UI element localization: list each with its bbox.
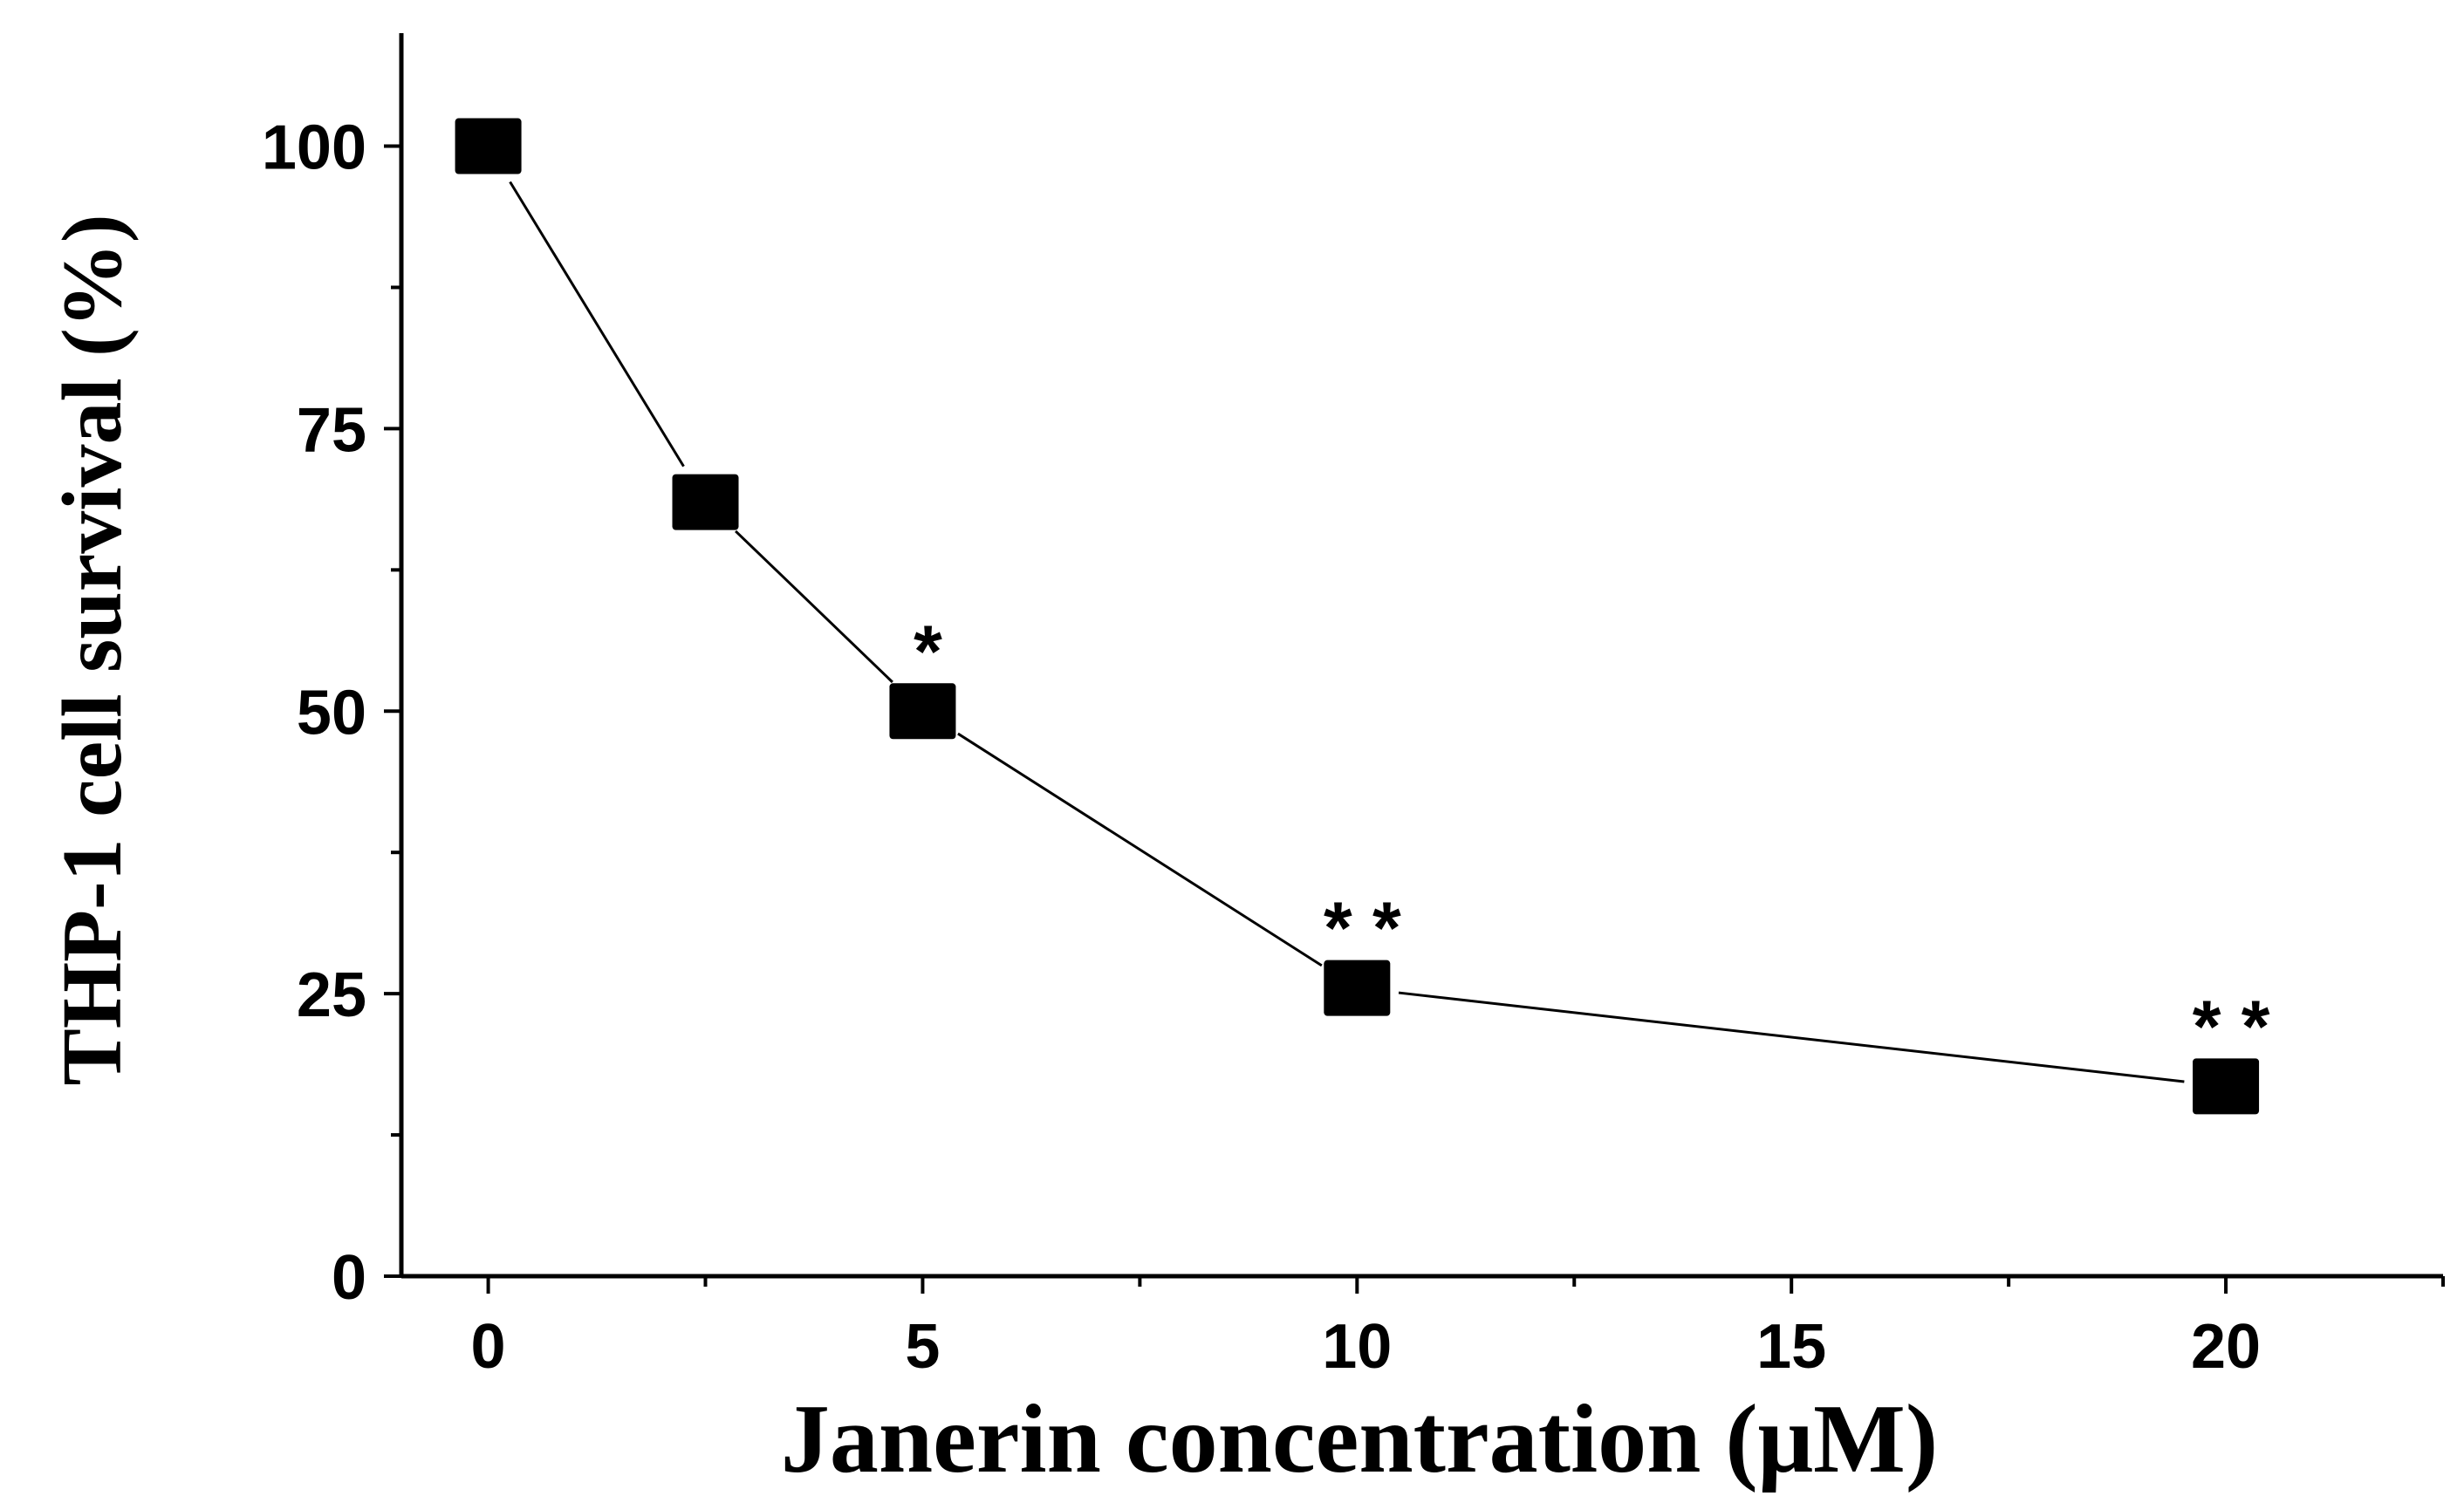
significance-annotation: * * (2193, 985, 2270, 1067)
data-point-marker (2193, 1058, 2260, 1115)
x-axis-title: Janerin concentration (μM) (781, 1385, 1938, 1493)
data-point-marker (1324, 960, 1391, 1016)
x-tick-label: 0 (471, 1312, 506, 1382)
y-tick-label: 25 (297, 960, 366, 1030)
x-tick-label: 20 (2191, 1312, 2261, 1382)
axes (399, 33, 2443, 1279)
series-line-segment (1398, 991, 2185, 1083)
y-axis-title: THP-1 cell survival (%) (45, 215, 140, 1086)
y-tick-label: 75 (297, 395, 366, 465)
y-tick-label: 0 (332, 1243, 366, 1313)
data-point-marker (889, 683, 956, 740)
ticks: 0 5 10 15 20 0 25 50 75 100 (262, 113, 2445, 1382)
data-point-marker (455, 118, 522, 174)
series-line-segment (957, 732, 1323, 967)
x-tick-label: 5 (905, 1312, 940, 1382)
x-tick-label: 15 (1756, 1312, 1826, 1382)
y-tick-label: 100 (262, 113, 366, 183)
x-tick-label: 10 (1322, 1312, 1392, 1382)
series-line-segment (509, 181, 685, 468)
data-point-marker (672, 474, 739, 530)
y-tick-label: 50 (297, 678, 366, 748)
series: * * * * * (455, 118, 2270, 1115)
significance-annotation: * (914, 610, 942, 692)
significance-annotation: * * (1324, 887, 1401, 969)
series-line-segment (735, 529, 893, 684)
